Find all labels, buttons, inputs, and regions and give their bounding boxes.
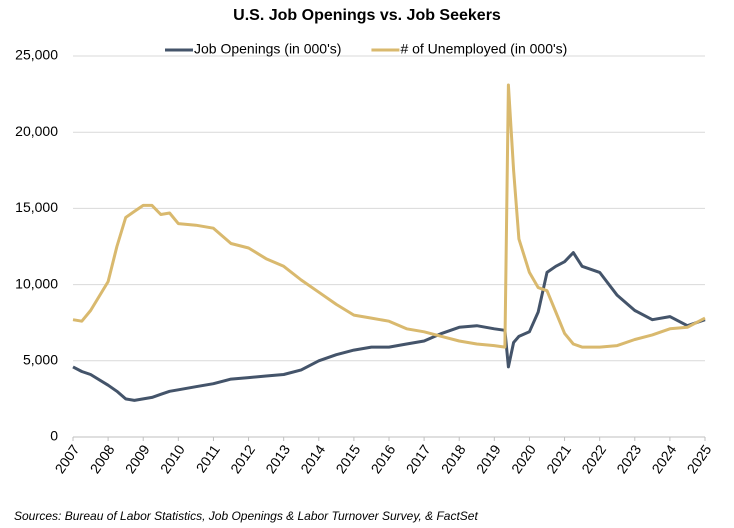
- series-line: [72, 83, 706, 349]
- x-tick-label: 2021: [543, 442, 574, 477]
- x-tick-label: 2011: [193, 441, 223, 475]
- y-tick-label: 0: [50, 428, 58, 444]
- legend-label: Job Openings (in 000's): [194, 41, 341, 57]
- x-tick-label: 2019: [473, 442, 504, 477]
- x-tick-label: 2008: [87, 442, 118, 477]
- x-tick-label: 2007: [52, 442, 83, 477]
- y-tick-label: 5,000: [23, 352, 58, 368]
- x-tick-label: 2017: [403, 442, 434, 477]
- x-tick-label: 2018: [438, 442, 469, 477]
- y-tick-label: 15,000: [15, 199, 58, 215]
- chart-title: U.S. Job Openings vs. Job Seekers: [233, 7, 501, 24]
- legend-label: # of Unemployed (in 000's): [400, 41, 567, 57]
- x-tick-label: 2022: [578, 442, 609, 477]
- series-line: [72, 251, 706, 402]
- x-tick-label: 2015: [332, 442, 363, 477]
- x-tick-label: 2023: [613, 442, 644, 477]
- x-tick-label: 2025: [684, 442, 715, 477]
- y-tick-label: 10,000: [15, 275, 58, 291]
- x-tick-label: 2024: [648, 442, 679, 477]
- x-tick-label: 2016: [368, 442, 399, 477]
- y-tick-label: 20,000: [15, 123, 58, 139]
- x-tick-label: 2012: [227, 442, 258, 477]
- x-tick-label: 2010: [157, 442, 188, 477]
- x-tick-label: 2020: [508, 442, 539, 477]
- source-note: Sources: Bureau of Labor Statistics, Job…: [14, 509, 478, 523]
- x-tick-label: 2014: [297, 442, 328, 477]
- x-tick-label: 2013: [262, 442, 293, 477]
- y-tick-label: 25,000: [15, 47, 58, 63]
- x-tick-label: 2009: [122, 442, 153, 477]
